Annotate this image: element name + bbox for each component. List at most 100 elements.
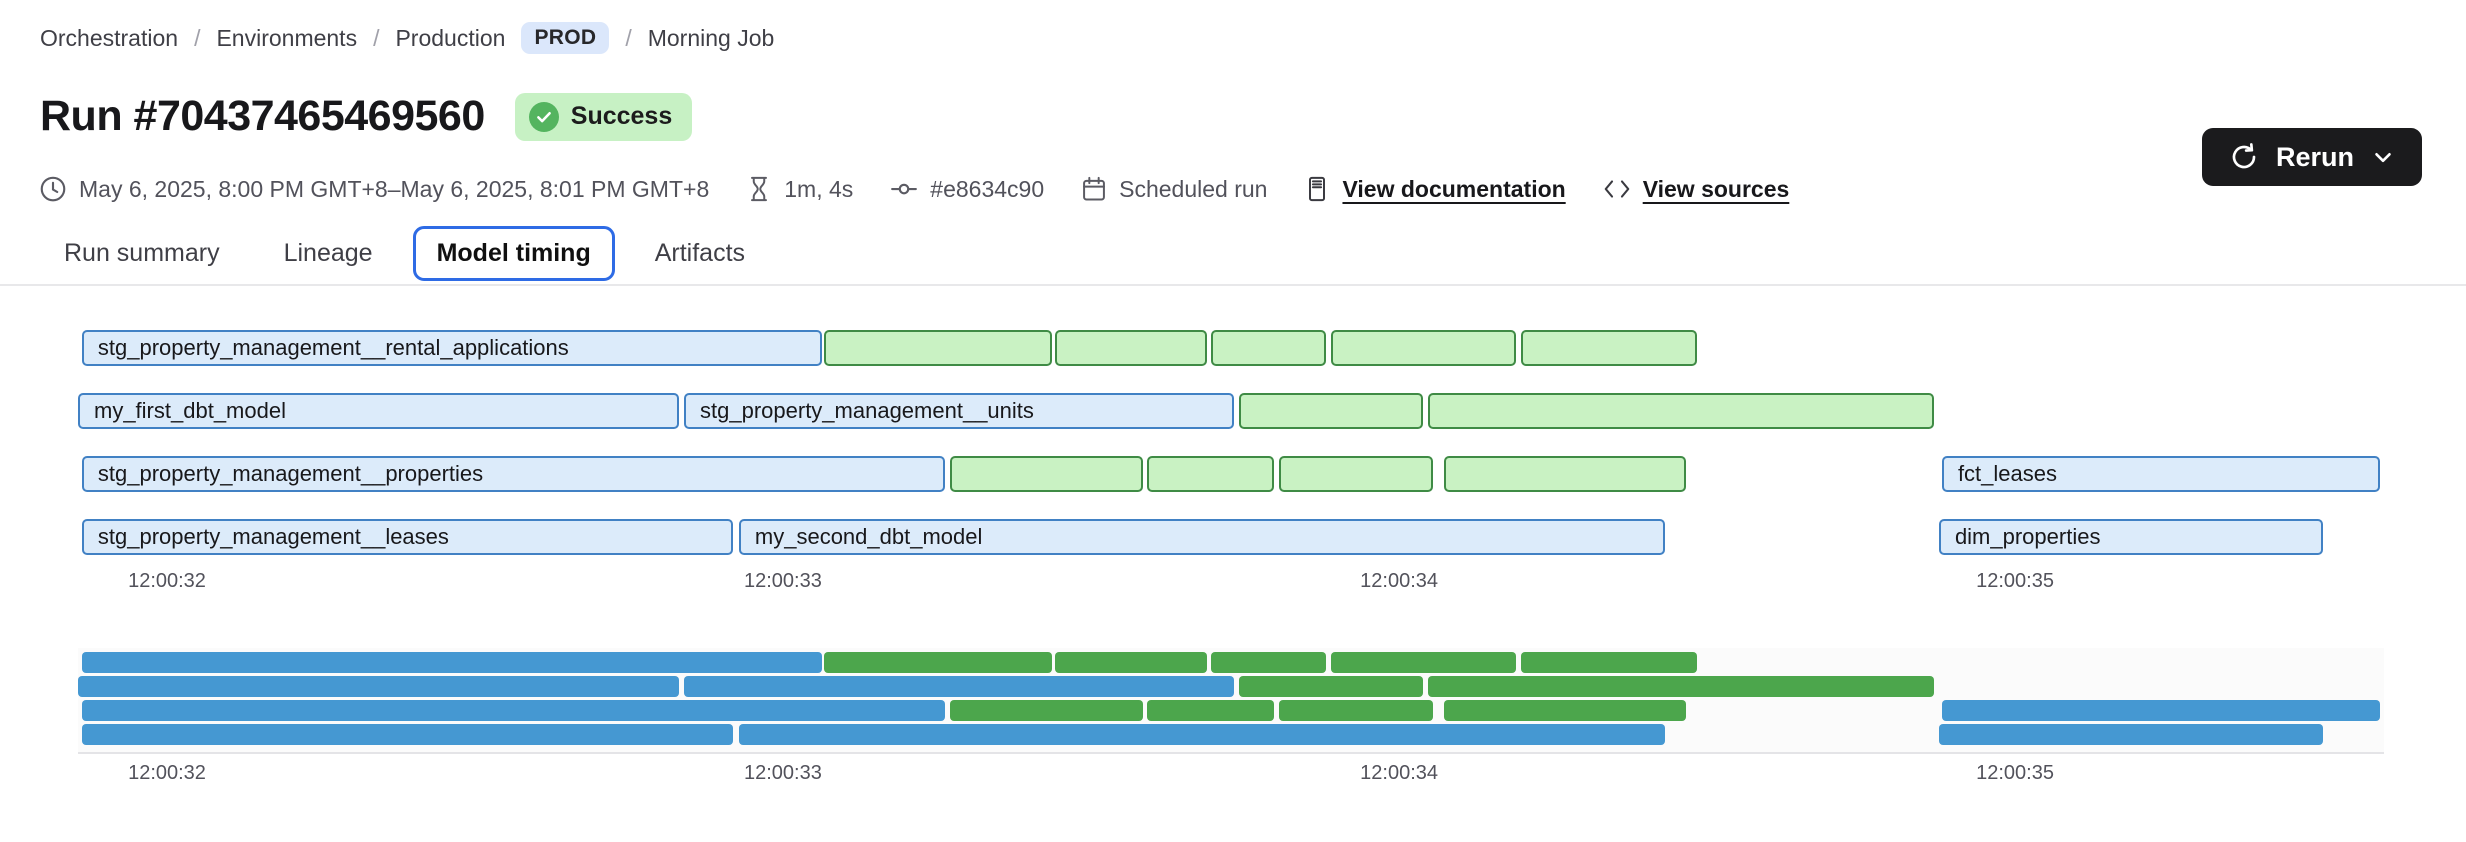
model-name-label: stg_property_management__rental_applicat… — [97, 335, 569, 360]
gantt-bar-test-passed[interactable] — [1331, 330, 1517, 366]
clock-icon — [40, 176, 66, 202]
gantt-bar-test-passed[interactable] — [1427, 393, 1934, 429]
model-name-label: my_first_dbt_model — [94, 398, 286, 423]
document-icon — [1309, 176, 1326, 202]
code-icon — [1604, 180, 1629, 198]
time-tick-label: 12:00:32 — [128, 570, 206, 592]
model-name-label: fct_leases — [1957, 461, 2057, 486]
gantt-bar-model[interactable]: stg_property_management__leases — [81, 519, 733, 555]
refresh-icon — [2232, 143, 2256, 169]
model-name-label: stg_property_management__leases — [97, 524, 449, 549]
gantt-bar-model[interactable]: stg_property_management__properties — [81, 456, 945, 492]
breadcrumb-separator: / — [373, 24, 380, 51]
minimap-bar-model — [78, 676, 679, 697]
time-tick-label: 12:00:33 — [744, 570, 822, 592]
time-tick-label: 12:00:34 — [1360, 762, 1439, 784]
breadcrumb-separator: / — [194, 24, 201, 51]
time-tick-label: 12:00:35 — [1976, 762, 2054, 784]
tab-artifacts[interactable]: Artifacts — [654, 239, 746, 267]
model-name-label: stg_property_management__properties — [97, 461, 484, 486]
breadcrumb-orchestration[interactable]: Orchestration — [40, 24, 179, 51]
minimap-bar-test-passed — [1210, 652, 1326, 673]
minimap-bar-model — [1938, 724, 2323, 745]
minimap-bar-model — [684, 676, 1234, 697]
environment-badge: PROD — [521, 22, 610, 54]
minimap-bar-test-passed — [1444, 700, 1686, 721]
view-documentation-link[interactable]: View documentation — [1303, 175, 1566, 203]
minimap-bar-model — [81, 652, 822, 673]
minimap-time-axis: 12:00:32 12:00:33 12:00:34 12:00:35 — [78, 762, 2384, 788]
minimap-bar-model — [81, 724, 733, 745]
time-tick-label: 12:00:35 — [1976, 570, 2054, 592]
time-range: May 6, 2025, 8:00 PM GMT+8–May 6, 2025, … — [38, 174, 709, 204]
model-name-label: dim_properties — [1954, 524, 2101, 549]
minimap-bar-model — [1941, 700, 2381, 721]
rerun-button[interactable]: Rerun — [2201, 128, 2422, 186]
breadcrumb: Orchestration / Environments / Productio… — [40, 22, 774, 54]
minimap-row — [78, 652, 2384, 673]
commit-hash: #e8634c90 — [889, 174, 1044, 204]
gantt-bar-model[interactable]: stg_property_management__rental_applicat… — [81, 330, 822, 366]
view-sources-link[interactable]: View sources — [1602, 174, 1789, 204]
gantt-bar-test-passed[interactable] — [1278, 456, 1433, 492]
minimap-bar-test-passed — [1239, 676, 1424, 697]
git-commit-icon — [891, 183, 918, 195]
time-tick-label: 12:00:34 — [1360, 570, 1439, 592]
model-name-label: my_second_dbt_model — [754, 524, 983, 549]
minimap-bar-test-passed — [1147, 700, 1275, 721]
status-label: Success — [570, 102, 673, 130]
model-name-label: stg_property_management__units — [700, 398, 1034, 423]
chevron-down-icon[interactable] — [2370, 144, 2396, 170]
timing-minimap[interactable] — [78, 648, 2384, 754]
trigger-type: Scheduled run — [1080, 175, 1267, 203]
minimap-row — [78, 700, 2384, 721]
gantt-bar-test-passed[interactable] — [1210, 330, 1326, 366]
gantt-row: stg_property_management__properties fct_l… — [78, 456, 2384, 492]
gantt-bar-test-passed[interactable] — [1147, 456, 1275, 492]
minimap-bar-test-passed — [1521, 652, 1698, 673]
minimap-bar-test-passed — [823, 652, 1053, 673]
gantt-bar-test-passed[interactable] — [1521, 330, 1698, 366]
minimap-bar-test-passed — [1278, 700, 1433, 721]
page-title: Run #70437465469560 — [40, 92, 485, 140]
status-badge: Success — [514, 92, 693, 141]
minimap-row — [78, 724, 2384, 745]
breadcrumb-job[interactable]: Morning Job — [647, 24, 775, 51]
minimap-bar-model — [738, 724, 1665, 745]
gantt-bar-model[interactable]: fct_leases — [1941, 456, 2381, 492]
gantt-bar-model[interactable]: dim_properties — [1938, 519, 2323, 555]
gantt-bar-model[interactable]: my_first_dbt_model — [78, 393, 679, 429]
gantt-bar-test-passed[interactable] — [1055, 330, 1207, 366]
minimap-bar-test-passed — [949, 700, 1143, 721]
breadcrumb-environments[interactable]: Environments — [216, 24, 358, 51]
breadcrumb-production[interactable]: Production — [395, 24, 506, 51]
tab-run-summary[interactable]: Run summary — [64, 239, 220, 267]
run-duration: 1m, 4s — [745, 175, 853, 203]
time-tick-label: 12:00:32 — [128, 762, 206, 784]
title-row: Run #70437465469560 Success — [40, 92, 693, 141]
tab-bar: Run summary Lineage Model timing Artifacts — [40, 226, 769, 281]
gantt-bar-test-passed[interactable] — [1239, 393, 1424, 429]
gantt-row: stg_property_management__rental_applicat… — [78, 330, 2384, 366]
gantt-row: stg_property_management__leases my_second… — [78, 519, 2384, 555]
gantt-bar-test-passed[interactable] — [1444, 456, 1686, 492]
gantt-time-axis: 12:00:32 12:00:33 12:00:34 12:00:35 — [78, 570, 2384, 596]
rerun-label: Rerun — [2275, 141, 2354, 172]
run-meta-row: May 6, 2025, 8:00 PM GMT+8–May 6, 2025, … — [38, 174, 1789, 204]
check-circle-icon — [528, 101, 559, 132]
calendar-icon — [1083, 176, 1106, 201]
gantt-bar-model[interactable]: my_second_dbt_model — [738, 519, 1665, 555]
minimap-bar-test-passed — [1331, 652, 1517, 673]
hourglass-icon — [751, 176, 768, 202]
gantt-bar-model[interactable]: stg_property_management__units — [684, 393, 1234, 429]
time-tick-label: 12:00:33 — [744, 762, 822, 784]
minimap-bar-model — [81, 700, 945, 721]
gantt-bar-test-passed[interactable] — [949, 456, 1143, 492]
model-timing-gantt: stg_property_management__rental_applicat… — [78, 330, 2384, 582]
tab-lineage[interactable]: Lineage — [283, 239, 373, 267]
gantt-bar-test-passed[interactable] — [823, 330, 1053, 366]
tab-bar-divider — [0, 284, 2466, 286]
minimap-bar-test-passed — [1055, 652, 1207, 673]
tab-model-timing[interactable]: Model timing — [412, 226, 615, 281]
minimap-bar-test-passed — [1427, 676, 1934, 697]
